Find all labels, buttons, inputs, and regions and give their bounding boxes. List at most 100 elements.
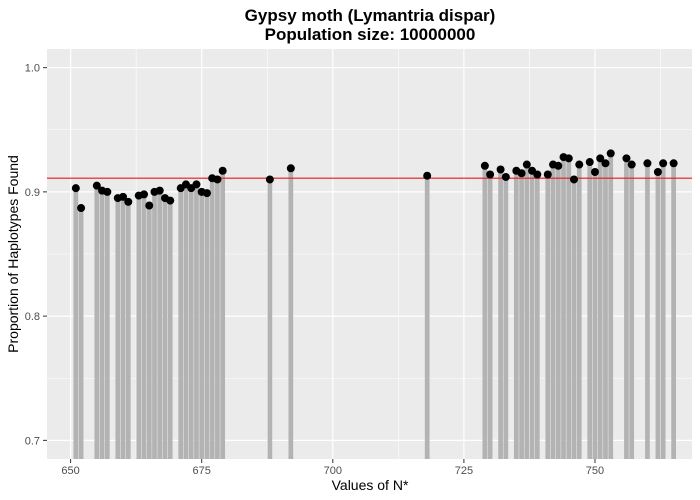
x-tick-label: 725 [455, 465, 473, 477]
bar [561, 157, 566, 459]
bar [104, 191, 110, 459]
data-point [659, 159, 668, 168]
bar [624, 158, 629, 460]
data-point [486, 170, 495, 179]
bar [545, 174, 551, 459]
data-point [575, 160, 584, 169]
bar [209, 178, 215, 459]
y-tick-label: 0.7 [25, 435, 40, 447]
data-point [155, 186, 164, 195]
bar [424, 175, 430, 459]
bar [125, 201, 131, 459]
bar [141, 194, 147, 459]
bar [215, 179, 220, 460]
bar [566, 158, 572, 460]
x-axis-ticks: 650 675 700 725 750 [61, 459, 604, 477]
data-point [496, 165, 505, 174]
points [71, 149, 678, 213]
bar [550, 164, 556, 459]
data-point [166, 196, 175, 205]
bar [288, 168, 294, 460]
bar [534, 174, 540, 459]
bar [498, 169, 503, 460]
data-point [533, 170, 542, 179]
data-point [596, 154, 605, 163]
bar [660, 163, 666, 459]
bar [487, 174, 493, 459]
data-point [124, 197, 133, 206]
bar [157, 190, 163, 460]
bar [78, 208, 84, 459]
data-point [554, 161, 563, 170]
bar [183, 184, 189, 459]
y-tick-label: 1.0 [25, 63, 40, 75]
chart-title: Gypsy moth (Lymantria dispar) [245, 6, 496, 25]
data-point [92, 181, 101, 190]
bar [603, 163, 608, 459]
bars [73, 153, 677, 460]
data-point [606, 149, 615, 158]
data-point [517, 169, 526, 178]
bar [576, 164, 582, 459]
data-point [423, 171, 432, 180]
y-tick-label: 0.8 [25, 311, 40, 323]
data-point [265, 175, 274, 184]
bar [571, 179, 577, 460]
data-point [653, 168, 662, 176]
bar [645, 163, 650, 459]
data-point [145, 201, 154, 210]
data-point [669, 159, 678, 168]
x-tick-label: 750 [586, 465, 604, 477]
bar [503, 176, 509, 459]
data-point [103, 187, 112, 196]
bar [162, 198, 168, 459]
data-point [543, 170, 552, 179]
data-point [213, 175, 222, 184]
y-tick-label: 0.9 [25, 187, 40, 199]
bar [592, 172, 598, 459]
bar [220, 170, 226, 459]
grid-minor [47, 49, 692, 459]
data-point [643, 159, 652, 168]
bar [136, 195, 142, 459]
chart-subtitle: Population size: 10000000 [265, 25, 476, 44]
bar [94, 185, 100, 459]
y-axis-title: Proportion of Haplotypes Found [5, 155, 21, 353]
bar [115, 198, 121, 459]
y-axis-ticks: 0.7 0.8 0.9 1.0 [25, 63, 47, 447]
data-point [192, 180, 201, 189]
bar [529, 170, 535, 459]
x-axis-title: Values of N* [332, 477, 409, 493]
bar [120, 196, 126, 459]
data-point [480, 161, 489, 170]
x-tick-label: 700 [324, 465, 342, 477]
bar [188, 188, 194, 459]
data-point [71, 184, 80, 193]
data-point [522, 160, 531, 169]
bar [267, 179, 273, 460]
data-point [601, 159, 610, 168]
bar [587, 162, 593, 459]
bar [671, 163, 677, 459]
bar [655, 172, 661, 459]
bar [519, 173, 524, 459]
data-point [622, 154, 631, 163]
bar [513, 170, 519, 459]
bar [178, 188, 184, 459]
bar [199, 191, 205, 459]
data-point [501, 172, 510, 181]
bar [194, 184, 199, 459]
bar [482, 165, 488, 459]
bar [608, 153, 614, 459]
bar [146, 205, 152, 459]
bar [167, 200, 173, 460]
data-point [202, 189, 211, 198]
bar [524, 164, 530, 459]
bar [152, 191, 157, 459]
data-point [140, 190, 149, 199]
data-point [564, 154, 573, 163]
data-point [585, 158, 594, 167]
bar [629, 164, 635, 459]
bar [73, 188, 79, 459]
bar [99, 190, 105, 460]
